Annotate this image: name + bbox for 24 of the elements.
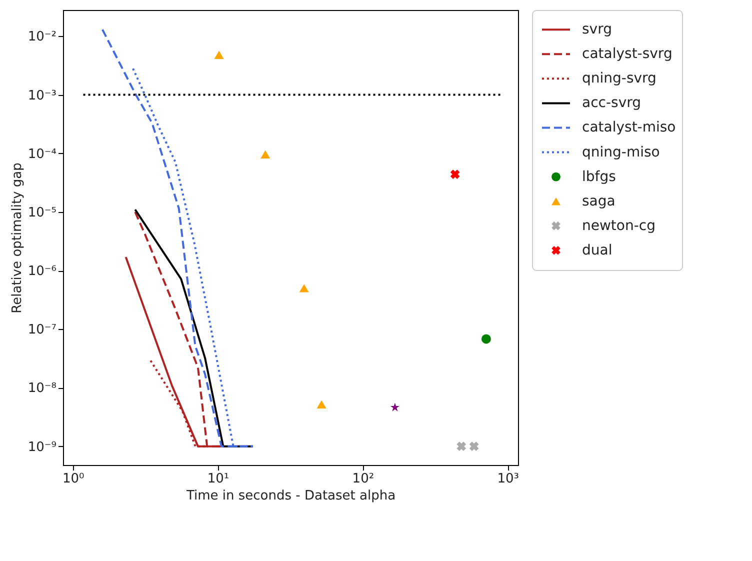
legend-label: newton-cg bbox=[582, 218, 656, 234]
y-tick-label: 10⁻⁹ bbox=[28, 440, 56, 455]
y-tick-label: 10⁻⁷ bbox=[28, 322, 56, 338]
x-tick-label: 10² bbox=[352, 472, 374, 486]
y-axis-title: Relative optimality gap bbox=[10, 162, 25, 314]
x-tick-label: 10¹ bbox=[207, 472, 230, 486]
x-tick-label: 10³ bbox=[497, 472, 519, 486]
y-tick-label: 10⁻⁸ bbox=[28, 381, 56, 396]
legend-label: saga bbox=[582, 193, 616, 210]
legend-label: dual bbox=[582, 242, 612, 258]
legend-label: catalyst-miso bbox=[582, 120, 676, 136]
y-tick-label: 10⁻⁵ bbox=[28, 205, 56, 220]
y-tick-label: 10⁻³ bbox=[28, 88, 56, 104]
y-tick-label: 10⁻² bbox=[28, 30, 56, 45]
legend-label: acc-svrg bbox=[582, 95, 642, 112]
y-tick-label: 10⁻⁶ bbox=[28, 264, 56, 280]
x-tick-label: 10⁰ bbox=[62, 472, 84, 486]
legend-label: qning-miso bbox=[582, 144, 660, 160]
legend-label: catalyst-svrg bbox=[582, 46, 672, 62]
legend-label: svrg bbox=[582, 22, 612, 38]
legend-label: qning-svrg bbox=[582, 70, 656, 87]
x-axis-title: Time in seconds - Dataset alpha bbox=[185, 488, 396, 504]
y-tick-label: 10⁻⁴ bbox=[28, 146, 56, 162]
legend-label: lbfgs bbox=[582, 168, 616, 185]
